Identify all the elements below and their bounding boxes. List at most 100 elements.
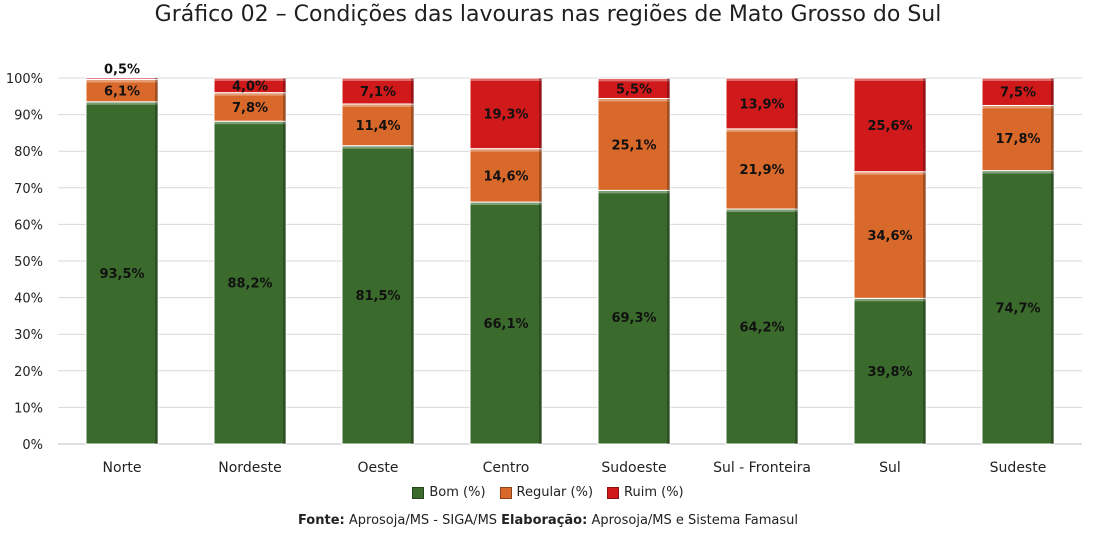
bar-shade	[283, 92, 286, 122]
legend-item: Bom (%)	[412, 485, 486, 500]
bar-highlight	[86, 101, 158, 105]
data-label: 25,6%	[867, 119, 912, 134]
bar-shade	[539, 148, 542, 203]
bar-highlight	[854, 78, 926, 81]
y-tick-label: 100%	[6, 72, 43, 87]
bar-shade	[795, 209, 798, 444]
data-label: 64,2%	[739, 321, 784, 336]
y-tick-label: 50%	[14, 255, 43, 270]
y-tick-label: 20%	[14, 365, 43, 380]
bar-shade	[411, 78, 414, 104]
x-tick-label: Nordeste	[218, 460, 281, 476]
bar-shade	[795, 78, 798, 129]
bar-highlight	[214, 78, 286, 81]
bar-segment	[981, 104, 1055, 172]
bar-shade	[283, 78, 286, 93]
bar-shade	[155, 77, 158, 80]
y-axis-tick-labels: 0% 10% 20% 30% 40% 50% 60% 70% 80% 90% 100%	[6, 72, 43, 453]
bar-highlight	[982, 105, 1054, 109]
data-label: 74,7%	[995, 301, 1040, 316]
bar-segment	[853, 171, 927, 299]
bar-shade	[283, 121, 286, 445]
data-label: 0,5%	[104, 63, 140, 78]
x-tick-label: Sul - Fronteira	[713, 460, 811, 476]
bar-highlight	[86, 77, 158, 80]
source-label: Fonte:	[297, 513, 345, 528]
bar-highlight	[470, 78, 542, 81]
legend-label: Bom (%)	[429, 485, 486, 500]
bar-segment	[213, 120, 287, 445]
y-tick-label: 60%	[14, 218, 43, 233]
bar-segment	[981, 77, 1055, 106]
data-labels: 93,5% 6,1% 0,5% 88,2% 7,8% 4,0% 81,5% 11,4% 7,1%…	[99, 63, 1040, 381]
data-label: 25,1%	[611, 138, 656, 153]
legend-label: Regular (%)	[516, 485, 594, 500]
x-tick-label: Centro	[483, 460, 530, 476]
data-label: 13,9%	[739, 97, 784, 112]
bar-segment	[213, 92, 287, 122]
data-label: 39,8%	[867, 365, 912, 380]
bar-segment	[853, 297, 927, 445]
data-label: 7,1%	[360, 85, 396, 100]
bar-segment	[725, 77, 799, 130]
data-label: 4,0%	[232, 79, 268, 94]
bar-shade	[667, 78, 670, 99]
bar-segment	[853, 77, 927, 173]
bar-highlight	[854, 171, 926, 175]
bar-shade	[923, 78, 926, 172]
bar-highlight	[214, 121, 286, 125]
bars	[85, 77, 1055, 445]
data-label: 66,1%	[483, 317, 528, 332]
data-label: 81,5%	[355, 289, 400, 304]
legend-item: Regular (%)	[499, 485, 594, 500]
data-label: 17,8%	[995, 132, 1040, 147]
data-label: 5,5%	[616, 82, 652, 97]
bar-segment	[725, 208, 799, 445]
legend-swatch	[412, 486, 425, 499]
bar-segment	[597, 189, 671, 445]
data-label: 69,3%	[611, 311, 656, 326]
bar-highlight	[726, 78, 798, 81]
x-axis-tick-labels: Norte Nordeste Oeste Centro Sudoeste Sul - Fr…	[103, 460, 1047, 476]
bar-highlight	[342, 145, 414, 149]
bar-shade	[1051, 170, 1054, 444]
bar-highlight	[598, 78, 670, 82]
x-tick-label: Sudeste	[990, 460, 1047, 476]
bar-segment	[469, 201, 543, 445]
y-tick-label: 70%	[14, 182, 43, 197]
data-label: 19,3%	[483, 107, 528, 122]
bar-highlight	[982, 78, 1054, 81]
data-label: 7,8%	[232, 101, 268, 116]
data-label: 93,5%	[99, 267, 144, 282]
bar-shade	[923, 171, 926, 299]
bar-shade	[155, 101, 158, 444]
legend-label: Ruim (%)	[624, 485, 684, 500]
bar-shade	[539, 78, 542, 149]
data-label: 6,1%	[104, 85, 140, 100]
legend-item: Ruim (%)	[607, 485, 684, 500]
bar-segment	[469, 77, 543, 150]
y-tick-label: 30%	[14, 328, 43, 343]
bar-shade	[411, 103, 414, 146]
source-note: Fonte: Aprosoja/MS - SIGA/MS Elaboração:…	[0, 513, 1096, 528]
data-label: 11,4%	[355, 119, 400, 134]
elaboration-text: Aprosoja/MS e Sistema Famasul	[587, 513, 799, 528]
bar-shade	[539, 202, 542, 444]
bar-highlight	[598, 98, 670, 102]
bar-highlight	[342, 103, 414, 107]
bar-segment	[213, 77, 287, 94]
bar-segment	[597, 77, 671, 99]
data-label: 34,6%	[867, 229, 912, 244]
data-label: 88,2%	[227, 277, 272, 292]
bar-highlight	[598, 190, 670, 194]
y-tick-label: 80%	[14, 145, 43, 160]
bar-highlight	[342, 78, 414, 81]
y-tick-label: 90%	[14, 109, 43, 124]
bar-segment	[725, 128, 799, 210]
x-tick-label: Sul	[879, 460, 901, 476]
bar-segment	[341, 145, 415, 445]
legend-swatch	[607, 486, 620, 499]
bar-highlight	[726, 128, 798, 132]
bar-highlight	[470, 202, 542, 206]
